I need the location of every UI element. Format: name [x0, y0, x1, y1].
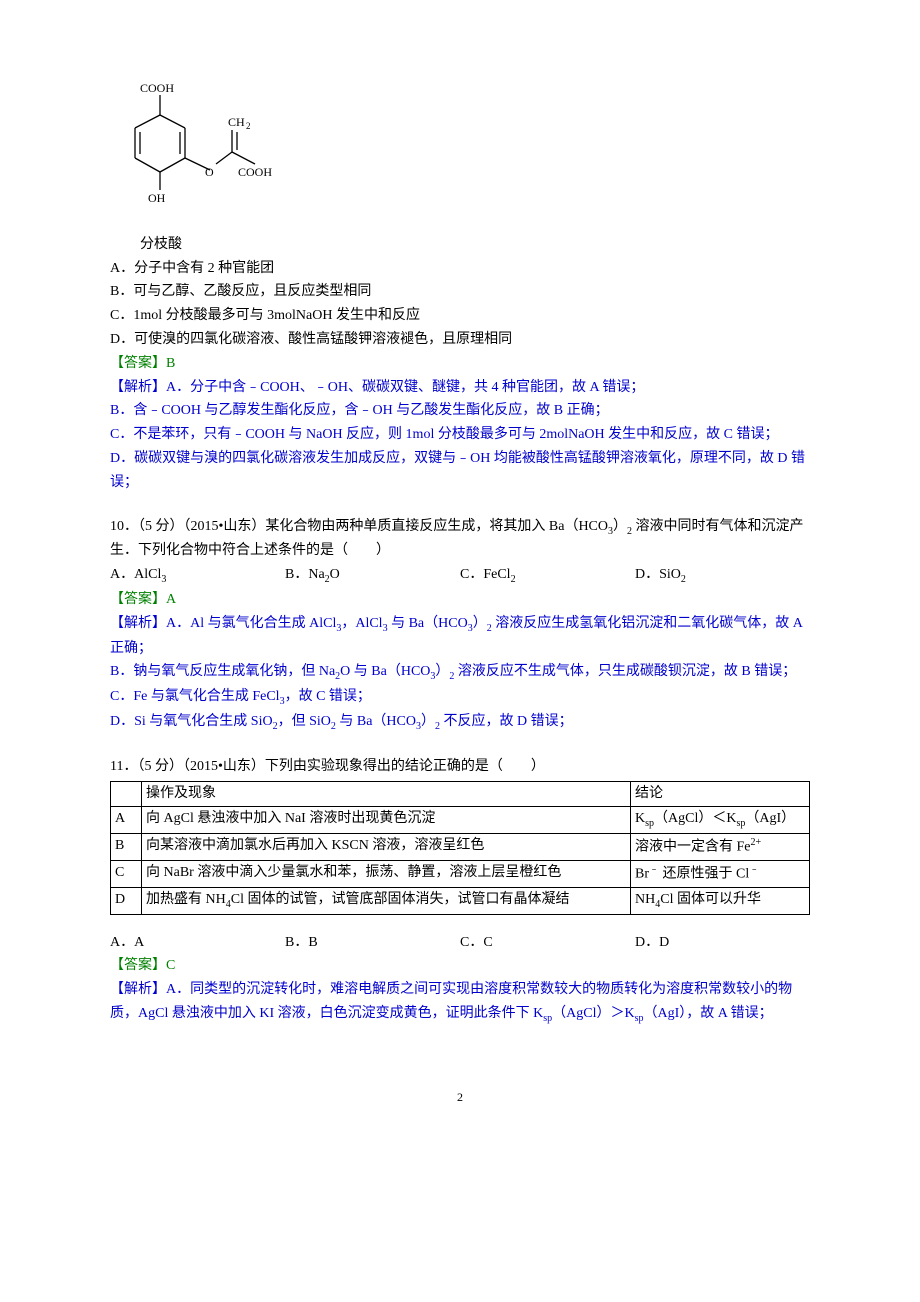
row-a-con: Ksp（AgCl）＜Ksp（AgI）: [631, 806, 810, 833]
q9-exp-d: D．碳碳双键与溴的四氯化碳溶液发生加成反应，双键与﹣OH 均能被酸性高锰酸钾溶液…: [110, 451, 805, 490]
table-head-op: 操作及现象: [142, 781, 631, 806]
q11-answer: 【答案】C: [110, 954, 810, 978]
q9-exp-c: C．不是苯环，只有﹣COOH 与 NaOH 反应，则 1mol 分枝酸最多可与 …: [110, 427, 779, 442]
row-c-con: Br﹣ 还原性强于 Cl﹣: [631, 860, 810, 887]
row-d-op: 加热盛有 NH4Cl 固体的试管，试管底部固体消失，试管口有晶体凝结: [142, 887, 631, 914]
q9-explanation: 【解析】A．分子中含﹣COOH、﹣OH、碳碳双键、醚键，共 4 种官能团，故 A…: [110, 376, 810, 495]
table-row: B 向某溶液中滴加氯水后再加入 KSCN 溶液，溶液呈红色 溶液中一定含有 Fe…: [111, 833, 810, 860]
q10-explanation: 【解析】A．Al 与氯气化合生成 AlCl3，AlCl3 与 Ba（HCO3）2…: [110, 612, 810, 735]
q10-option-a: A．AlCl3: [110, 563, 285, 588]
row-label: A: [111, 806, 142, 833]
q9-exp-b: B．含﹣COOH 与乙醇发生酯化反应，含﹣OH 与乙酸发生酯化反应，故 B 正确…: [110, 403, 609, 418]
row-b-con: 溶液中一定含有 Fe2+: [631, 833, 810, 860]
q11-options: A．A B．B C．C D．D: [110, 931, 810, 955]
row-label: D: [111, 887, 142, 914]
row-label: C: [111, 860, 142, 887]
page-number: 2: [110, 1087, 810, 1107]
row-c-op: 向 NaBr 溶液中滴入少量氯水和苯，振荡、静置，溶液上层呈橙红色: [142, 860, 631, 887]
q9-option-a: A．分子中含有 2 种官能团: [110, 257, 810, 281]
q9-exp-a: A．分子中含﹣COOH、﹣OH、碳碳双键、醚键，共 4 种官能团，故 A 错误；: [166, 380, 644, 395]
q9-answer: 【答案】B: [110, 352, 810, 376]
q10-exp-lead: 【解析】: [110, 616, 166, 631]
q10-stem-a: 10．（5 分）（2015•山东）某化合物由两种单质直接反应生成，将其加入 Ba…: [110, 519, 608, 534]
q10-options: A．AlCl3 B．Na2O C．FeCl2 D．SiO2: [110, 563, 810, 588]
table-row: D 加热盛有 NH4Cl 固体的试管，试管底部固体消失，试管口有晶体凝结 NH4…: [111, 887, 810, 914]
row-b-op: 向某溶液中滴加氯水后再加入 KSCN 溶液，溶液呈红色: [142, 833, 631, 860]
q10-answer: 【答案】A: [110, 588, 810, 612]
svg-text:COOH: COOH: [140, 81, 174, 95]
q10-option-c: C．FeCl2: [460, 563, 635, 588]
table-row: C 向 NaBr 溶液中滴入少量氯水和苯，振荡、静置，溶液上层呈橙红色 Br﹣ …: [111, 860, 810, 887]
q9-option-b: B．可与乙醇、乙酸反应，且反应类型相同: [110, 280, 810, 304]
q10-option-b: B．Na2O: [285, 563, 460, 588]
svg-text:COOH: COOH: [238, 165, 272, 179]
q9-option-d: D．可使溴的四氯化碳溶液、酸性高锰酸钾溶液褪色，且原理相同: [110, 328, 810, 352]
table-row: A 向 AgCl 悬浊液中加入 NaI 溶液时出现黄色沉淀 Ksp（AgCl）＜…: [111, 806, 810, 833]
svg-text:2: 2: [246, 121, 251, 131]
table-row: 操作及现象 结论: [111, 781, 810, 806]
q9-option-c: C．1mol 分枝酸最多可与 3molNaOH 发生中和反应: [110, 304, 810, 328]
q11-option-c: C．C: [460, 931, 635, 955]
svg-text:O: O: [205, 165, 214, 179]
table-head-con: 结论: [631, 781, 810, 806]
q11-table: 操作及现象 结论 A 向 AgCl 悬浊液中加入 NaI 溶液时出现黄色沉淀 K…: [110, 781, 810, 915]
row-a-op: 向 AgCl 悬浊液中加入 NaI 溶液时出现黄色沉淀: [142, 806, 631, 833]
q11-exp-lead: 【解析】: [110, 982, 166, 997]
row-d-con: NH4Cl 固体可以升华: [631, 887, 810, 914]
svg-text:CH: CH: [228, 115, 245, 129]
table-head-blank: [111, 781, 142, 806]
q11-option-d: D．D: [635, 931, 810, 955]
q11-stem: 11．（5 分）（2015•山东）下列由实验现象得出的结论正确的是（ ）: [110, 755, 810, 779]
row-label: B: [111, 833, 142, 860]
q11-option-a: A．A: [110, 931, 285, 955]
q9-exp-lead: 【解析】: [110, 380, 166, 395]
q11-explanation: 【解析】A．同类型的沉淀转化时，难溶电解质之间可实现由溶度积常数较大的物质转化为…: [110, 978, 810, 1027]
q10-option-d: D．SiO2: [635, 563, 810, 588]
q11-option-b: B．B: [285, 931, 460, 955]
structure-label: 分枝酸: [140, 233, 810, 257]
structure-svg: COOH OH O CH2 COOH: [110, 80, 280, 220]
q10-stem: 10．（5 分）（2015•山东）某化合物由两种单质直接反应生成，将其加入 Ba…: [110, 515, 810, 564]
svg-text:OH: OH: [148, 191, 166, 205]
molecular-structure: COOH OH O CH2 COOH: [110, 80, 810, 229]
